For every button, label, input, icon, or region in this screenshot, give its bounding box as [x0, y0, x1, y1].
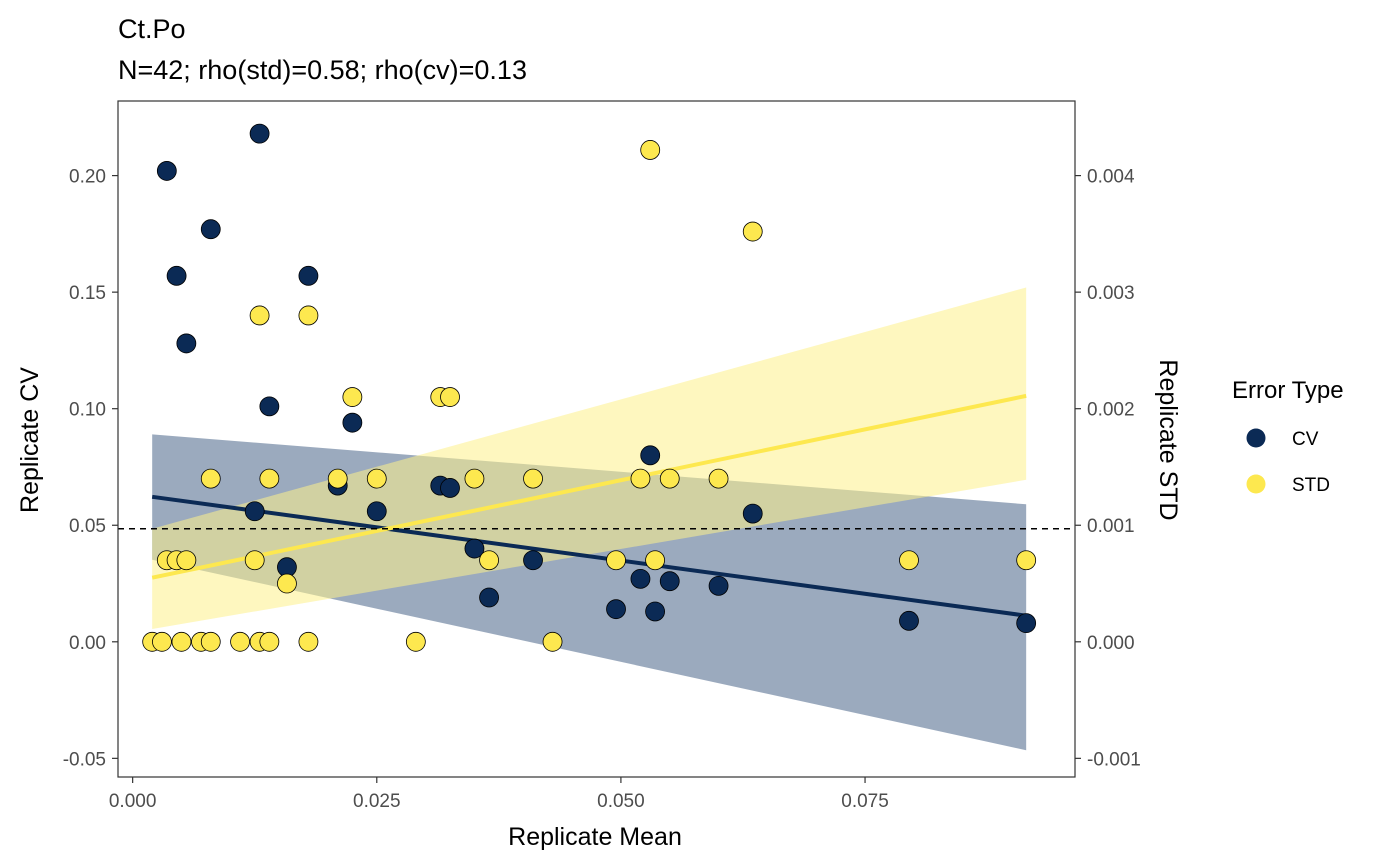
data-point-cv: [176, 333, 197, 354]
data-point-cv: [659, 571, 680, 592]
y2-tick-label: 0.001: [1087, 516, 1135, 537]
data-point-std: [708, 468, 729, 489]
fit-line-std: [151, 393, 1027, 580]
data-point-cv: [606, 599, 626, 620]
data-point-std: [464, 468, 485, 489]
data-point-std: [542, 631, 563, 652]
data-point-std: [327, 468, 348, 489]
data-point-cv: [630, 568, 651, 589]
y-tick-label: 0.00: [69, 633, 106, 654]
data-point-std: [742, 221, 763, 242]
x-axis: 0.000 0.025 0.050 0.075: [109, 777, 889, 812]
data-point-cv: [1016, 613, 1037, 634]
fit-lines: [151, 393, 1027, 618]
legend-swatch-std: [1246, 474, 1266, 494]
data-point-cv: [366, 501, 387, 522]
x-tick-label: 0.025: [353, 791, 401, 812]
data-point-cv: [742, 503, 763, 524]
x-tick-label: 0.000: [109, 791, 157, 812]
y2-axis: -0.001 0.000 0.001 0.002 0.003 0.004: [1075, 167, 1141, 770]
y2-tick-label: 0.003: [1087, 283, 1135, 304]
data-point-std: [405, 631, 426, 652]
y-tick-label: 0.15: [69, 283, 106, 304]
data-point-cv: [523, 550, 543, 571]
data-point-std: [171, 631, 192, 652]
chart-subtitle: N=42; rho(std)=0.58; rho(cv)=0.13: [118, 55, 527, 85]
chart-title: Ct.Po: [118, 14, 186, 44]
legend-label-std: STD: [1292, 475, 1330, 496]
y2-tick-label: 0.004: [1087, 167, 1135, 188]
y2-tick-label: 0.000: [1087, 633, 1135, 654]
x-axis-label: Replicate Mean: [508, 823, 682, 851]
legend-swatch-cv: [1246, 428, 1266, 448]
data-point-cv: [298, 265, 319, 286]
data-point-std: [899, 550, 919, 571]
data-point-std: [479, 550, 499, 571]
data-point-std: [200, 468, 221, 489]
data-point-std: [366, 468, 387, 489]
data-point-cv: [200, 219, 221, 240]
confidence-bands: [152, 287, 1027, 751]
data-point-cv: [342, 412, 363, 433]
y2-tick-label: -0.001: [1087, 749, 1141, 770]
data-point-cv: [640, 445, 661, 466]
confidence-band-std: [152, 287, 1027, 629]
legend: Error Type CV STD: [1232, 377, 1344, 496]
data-point-cv: [166, 265, 187, 286]
data-point-cv: [244, 501, 265, 522]
data-point-std: [277, 573, 297, 594]
data-point-std: [176, 550, 197, 571]
data-point-cv: [259, 396, 280, 417]
y-tick-label: 0.05: [69, 516, 106, 537]
data-point-std: [645, 550, 665, 571]
data-points: [142, 123, 1037, 652]
data-point-std: [440, 387, 460, 407]
data-point-std: [342, 387, 363, 407]
data-point-std: [244, 550, 265, 571]
data-point-std: [1016, 550, 1037, 571]
legend-title: Error Type: [1232, 377, 1344, 404]
fit-line-cv: [151, 494, 1027, 618]
data-point-cv: [899, 610, 919, 631]
data-point-std: [640, 140, 661, 160]
y-tick-label: 0.20: [69, 167, 106, 188]
data-point-std: [152, 631, 172, 652]
y-tick-label: -0.05: [63, 749, 106, 770]
data-point-cv: [708, 575, 729, 596]
data-point-std: [659, 468, 680, 489]
y-axis-label: Replicate CV: [16, 367, 44, 513]
data-point-cv: [440, 478, 460, 498]
plot-panel: [117, 100, 1076, 778]
data-point-cv: [156, 161, 177, 181]
data-point-cv: [645, 601, 665, 622]
legend-label-cv: CV: [1292, 429, 1319, 450]
x-tick-label: 0.075: [841, 791, 889, 812]
data-point-std: [259, 631, 280, 652]
data-point-cv: [464, 538, 485, 559]
data-point-std: [523, 468, 543, 489]
y2-tick-label: 0.002: [1087, 400, 1135, 421]
data-point-std: [259, 468, 280, 489]
data-point-cv: [249, 123, 270, 144]
data-point-std: [630, 468, 651, 489]
y2-axis-label: Replicate STD: [1154, 359, 1182, 520]
data-point-std: [298, 305, 319, 326]
data-point-std: [298, 631, 319, 652]
x-tick-label: 0.050: [597, 791, 645, 812]
data-point-std: [249, 305, 270, 326]
y-tick-label: 0.10: [69, 400, 106, 421]
data-point-std: [606, 550, 626, 571]
data-point-std: [200, 631, 221, 652]
data-point-std: [230, 631, 250, 652]
data-point-cv: [479, 587, 499, 608]
y-axis: -0.05 0.00 0.05 0.10 0.15 0.20: [63, 167, 118, 770]
